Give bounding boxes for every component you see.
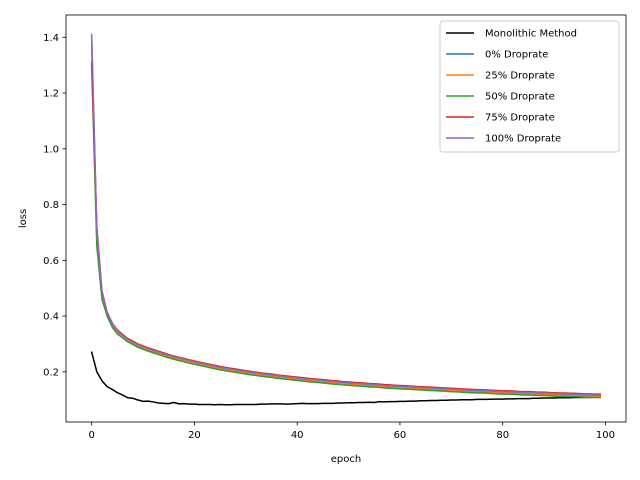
series-line-5: [90, 33, 602, 396]
y-tick-label: 1.0: [43, 144, 59, 155]
series-line-0: [90, 351, 602, 406]
x-tick-label: 40: [291, 430, 304, 441]
legend-box: [439, 20, 620, 153]
series-layer: [90, 33, 602, 406]
x-ticks: 0 20 40 60 80 100: [89, 422, 615, 441]
x-tick-label: 20: [188, 430, 201, 441]
y-tick-label: 1.4: [43, 33, 59, 44]
legend-label: Monolithic Method: [485, 29, 577, 40]
y-tick-label: 0.6: [43, 256, 59, 267]
series-line-3: [90, 64, 602, 399]
y-axis-label: loss: [18, 209, 29, 228]
y-tick-label: 0.4: [43, 312, 59, 323]
x-tick-label: 100: [596, 430, 615, 441]
legend-items: Monolithic Method 0% Droprate 25% Droprate…: [446, 29, 577, 145]
legend-label: 25% Droprate: [485, 71, 555, 82]
legend-label: 50% Droprate: [485, 92, 555, 103]
y-tick-label: 0.2: [43, 367, 59, 378]
x-tick-label: 80: [496, 430, 509, 441]
axes-frame: [65, 14, 627, 423]
y-tick-label: 1.2: [43, 89, 59, 100]
legend-label: 0% Droprate: [485, 50, 548, 61]
legend-label: 100% Droprate: [485, 134, 561, 145]
x-tick-label: 0: [89, 430, 95, 441]
series-line-4: [90, 61, 602, 395]
x-axis-label: epoch: [331, 454, 361, 465]
y-tick-label: 0.8: [43, 200, 59, 211]
legend: Monolithic Method 0% Droprate 25% Droprate…: [439, 20, 620, 153]
y-ticks: 0.2 0.4 0.6 0.8 1.0 1.2 1.4: [43, 33, 66, 378]
legend-label: 75% Droprate: [485, 113, 555, 124]
series-line-2: [90, 50, 602, 398]
x-tick-label: 60: [394, 430, 407, 441]
